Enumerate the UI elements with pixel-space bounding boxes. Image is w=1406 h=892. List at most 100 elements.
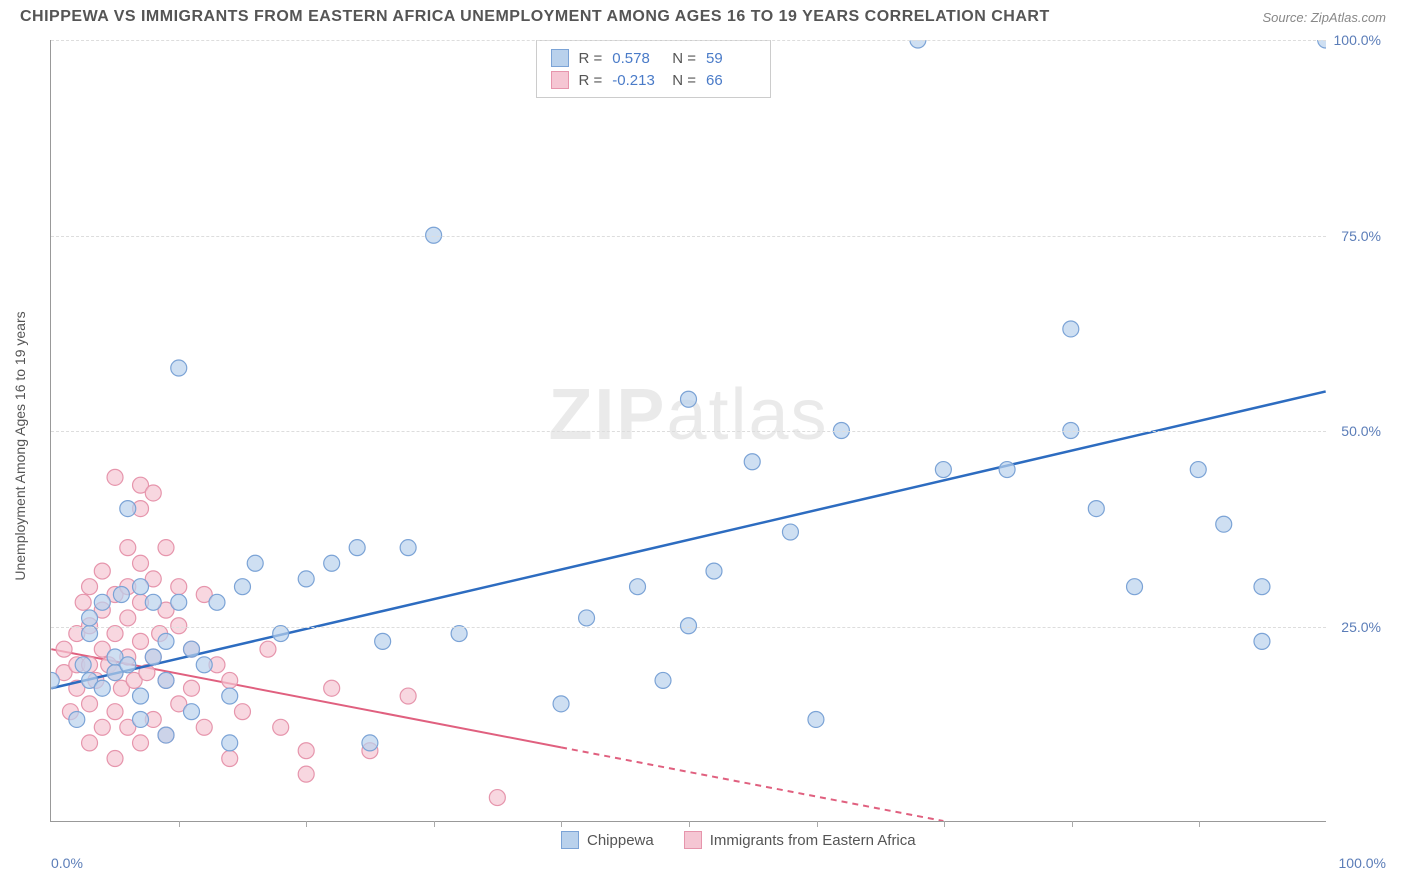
data-point <box>133 735 149 751</box>
data-point <box>1063 321 1079 337</box>
legend-item-immigrants: Immigrants from Eastern Africa <box>684 831 916 849</box>
data-point <box>451 626 467 642</box>
y-axis-label: Unemployment Among Ages 16 to 19 years <box>12 311 28 580</box>
data-point <box>260 641 276 657</box>
data-point <box>75 657 91 673</box>
x-tick-label: 0.0% <box>51 855 83 871</box>
data-point <box>1127 579 1143 595</box>
data-point <box>113 587 129 603</box>
data-point <box>120 501 136 517</box>
data-point <box>133 633 149 649</box>
data-point <box>681 391 697 407</box>
data-point <box>1190 462 1206 478</box>
data-point <box>94 719 110 735</box>
data-point <box>133 555 149 571</box>
data-point <box>82 610 98 626</box>
gridline <box>51 40 1326 41</box>
gridline <box>51 431 1326 432</box>
data-point <box>94 680 110 696</box>
data-point <box>133 579 149 595</box>
data-point <box>553 696 569 712</box>
data-point <box>1318 40 1326 48</box>
x-tick <box>689 821 690 827</box>
legend-label: Chippewa <box>587 832 654 849</box>
data-point <box>158 633 174 649</box>
data-point <box>82 626 98 642</box>
data-point <box>234 579 250 595</box>
data-point <box>222 672 238 688</box>
x-tick <box>1199 821 1200 827</box>
data-point <box>133 688 149 704</box>
data-point <box>196 657 212 673</box>
data-point <box>324 555 340 571</box>
trend-line <box>51 391 1325 688</box>
source-attribution: Source: ZipAtlas.com <box>1262 10 1386 25</box>
data-point <box>362 735 378 751</box>
data-point <box>375 633 391 649</box>
data-point <box>400 688 416 704</box>
data-point <box>107 626 123 642</box>
data-point <box>222 688 238 704</box>
data-point <box>56 641 72 657</box>
data-point <box>184 704 200 720</box>
data-point <box>298 743 314 759</box>
y-tick-label: 75.0% <box>1341 228 1381 244</box>
data-point <box>120 610 136 626</box>
data-point <box>1254 579 1270 595</box>
data-point <box>107 469 123 485</box>
x-tick <box>179 821 180 827</box>
x-tick <box>434 821 435 827</box>
data-point <box>1216 516 1232 532</box>
data-point <box>298 766 314 782</box>
data-point <box>706 563 722 579</box>
data-point <box>1088 501 1104 517</box>
x-tick <box>1072 821 1073 827</box>
chart-container: Unemployment Among Ages 16 to 19 years Z… <box>50 40 1386 852</box>
data-point <box>120 657 136 673</box>
data-point <box>744 454 760 470</box>
data-point <box>999 462 1015 478</box>
data-point <box>82 579 98 595</box>
trend-line-dashed <box>561 747 943 821</box>
swatch-immigrants <box>684 831 702 849</box>
data-point <box>935 462 951 478</box>
data-point <box>298 571 314 587</box>
data-point <box>782 524 798 540</box>
data-point <box>196 719 212 735</box>
data-point <box>171 594 187 610</box>
data-point <box>184 680 200 696</box>
x-tick-label: 100.0% <box>1339 855 1386 871</box>
data-point <box>655 672 671 688</box>
data-point <box>400 540 416 556</box>
data-point <box>158 727 174 743</box>
data-point <box>107 704 123 720</box>
data-point <box>94 563 110 579</box>
data-point <box>120 540 136 556</box>
x-tick <box>561 821 562 827</box>
data-point <box>1254 633 1270 649</box>
data-point <box>349 540 365 556</box>
plot-area: ZIPatlas R = 0.578 N = 59 R = -0.213 N =… <box>50 40 1326 822</box>
legend-label: Immigrants from Eastern Africa <box>710 832 916 849</box>
data-point <box>630 579 646 595</box>
data-point <box>171 360 187 376</box>
data-point <box>158 672 174 688</box>
data-point <box>75 594 91 610</box>
x-tick <box>817 821 818 827</box>
legend-item-chippewa: Chippewa <box>561 831 654 849</box>
data-point <box>82 696 98 712</box>
data-point <box>145 594 161 610</box>
chart-title: CHIPPEWA VS IMMIGRANTS FROM EASTERN AFRI… <box>20 8 1050 26</box>
data-point <box>273 719 289 735</box>
data-point <box>145 485 161 501</box>
data-point <box>171 579 187 595</box>
data-point <box>273 626 289 642</box>
data-point <box>579 610 595 626</box>
data-point <box>133 711 149 727</box>
x-tick <box>944 821 945 827</box>
y-tick-label: 25.0% <box>1341 619 1381 635</box>
y-tick-label: 100.0% <box>1334 32 1381 48</box>
data-point <box>82 735 98 751</box>
data-point <box>247 555 263 571</box>
data-point <box>107 751 123 767</box>
